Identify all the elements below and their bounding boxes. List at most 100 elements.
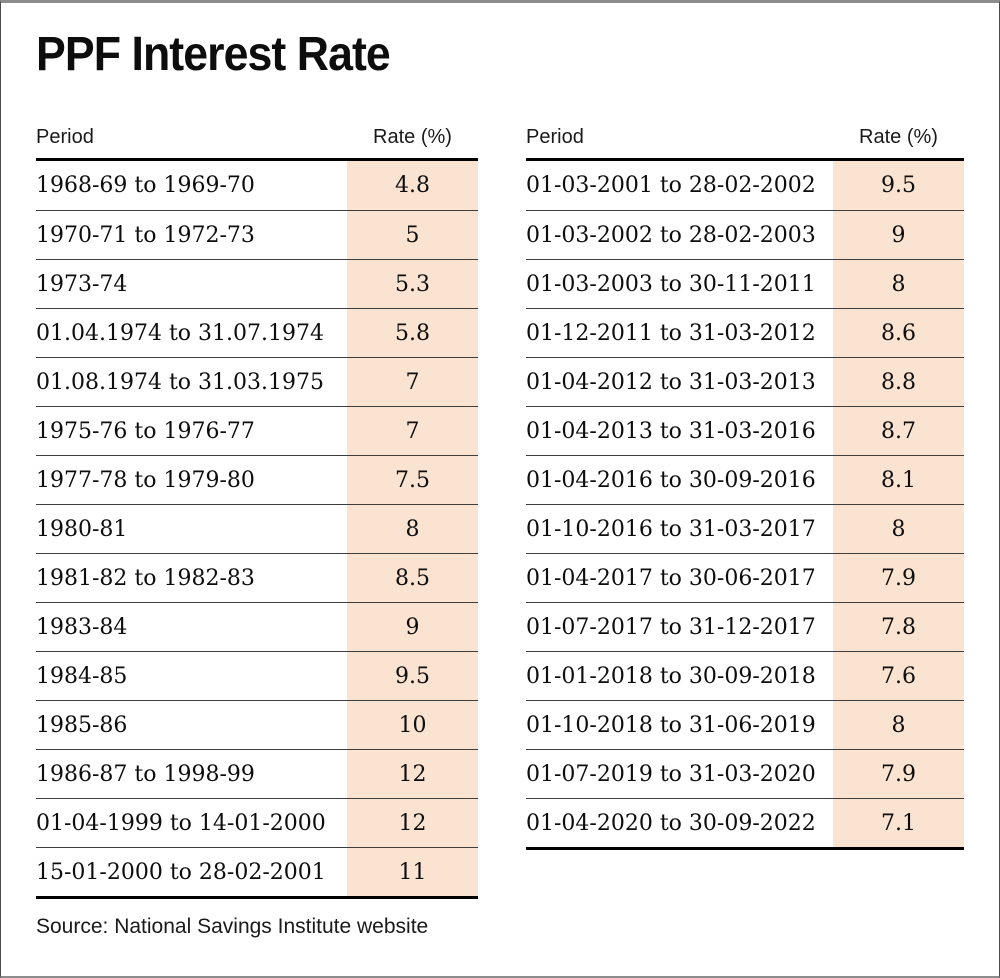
table-row: 01-04-1999 to 14-01-2000 12	[36, 798, 478, 847]
page-title: PPF Interest Rate	[36, 28, 391, 81]
table-row: 1983-84 9	[36, 602, 478, 651]
period-cell: 1985-86	[36, 712, 128, 738]
table-row: 1968-69 to 1969-70 4.8	[36, 161, 478, 210]
table-row: 01.04.1974 to 31.07.1974 5.8	[36, 308, 478, 357]
table-row: 1985-86 10	[36, 700, 478, 749]
period-cell: 01-03-2001 to 28-02-2002	[526, 173, 816, 198]
table-row: 01-04-2020 to 30-09-2022 7.1	[526, 798, 964, 847]
period-cell: 1968-69 to 1969-70	[36, 173, 255, 198]
table-row: 01-03-2003 to 30-11-2011 8	[526, 259, 964, 308]
period-cell: 01-04-2013 to 31-03-2016	[526, 418, 816, 444]
period-cell: 01-04-2020 to 30-09-2022	[526, 810, 816, 836]
rate-cell: 10	[347, 701, 478, 749]
table-row: 01-04-2017 to 30-06-2017 7.9	[526, 553, 964, 602]
period-cell: 01-04-2012 to 31-03-2013	[526, 369, 816, 395]
period-cell: 01-03-2003 to 30-11-2011	[526, 271, 816, 297]
source-note: Source: National Savings Institute websi…	[36, 915, 429, 938]
table-body: 01-03-2001 to 28-02-2002 9.5 01-03-2002 …	[526, 158, 964, 850]
period-cell: 01-04-2016 to 30-09-2016	[526, 467, 816, 493]
period-cell: 1975-76 to 1976-77	[36, 418, 255, 444]
column-header-rate: Rate (%)	[373, 126, 452, 148]
rate-cell: 8.6	[833, 309, 964, 357]
rate-cell: 7	[347, 358, 478, 406]
table-row: 01.08.1974 to 31.03.1975 7	[36, 357, 478, 406]
period-cell: 01-10-2018 to 31-06-2019	[526, 712, 816, 738]
rate-cell: 4.8	[347, 161, 478, 210]
rate-cell: 5.3	[347, 260, 478, 308]
period-cell: 01.08.1974 to 31.03.1975	[36, 369, 324, 395]
column-header-period: Period	[526, 126, 584, 148]
rate-cell: 7.1	[833, 799, 964, 847]
table-row: 1984-85 9.5	[36, 651, 478, 700]
period-cell: 1973-74	[36, 271, 128, 297]
rate-cell: 12	[347, 799, 478, 847]
rate-cell: 7.8	[833, 603, 964, 651]
table-row: 01-07-2017 to 31-12-2017 7.8	[526, 602, 964, 651]
rate-cell: 9	[833, 211, 964, 259]
ppf-table-left: Period Rate (%) 1968-69 to 1969-70 4.8 1…	[36, 121, 478, 899]
table-header-row: Period Rate (%)	[526, 121, 964, 158]
rate-cell: 7.6	[833, 652, 964, 700]
table-row: 1981-82 to 1982-83 8.5	[36, 553, 478, 602]
period-cell: 1986-87 to 1998-99	[36, 761, 255, 787]
period-cell: 01.04.1974 to 31.07.1974	[36, 320, 324, 346]
table-row: 1977-78 to 1979-80 7.5	[36, 455, 478, 504]
rate-cell: 8	[833, 260, 964, 308]
table-row: 15-01-2000 to 28-02-2001 11	[36, 847, 478, 896]
table-row: 01-01-2018 to 30-09-2018 7.6	[526, 651, 964, 700]
table-row: 1980-81 8	[36, 504, 478, 553]
table-header-row: Period Rate (%)	[36, 121, 478, 158]
period-cell: 1980-81	[36, 516, 128, 542]
table-row: 01-04-2012 to 31-03-2013 8.8	[526, 357, 964, 406]
period-cell: 1977-78 to 1979-80	[36, 467, 255, 493]
table-row: 01-12-2011 to 31-03-2012 8.6	[526, 308, 964, 357]
rate-cell: 5	[347, 211, 478, 259]
table-row: 01-07-2019 to 31-03-2020 7.9	[526, 749, 964, 798]
table-row: 01-04-2013 to 31-03-2016 8.7	[526, 406, 964, 455]
table-row: 1975-76 to 1976-77 7	[36, 406, 478, 455]
period-cell: 1983-84	[36, 614, 128, 640]
rate-cell: 11	[347, 848, 478, 896]
rate-cell: 7.9	[833, 554, 964, 602]
column-header-rate: Rate (%)	[859, 126, 938, 148]
period-cell: 01-04-1999 to 14-01-2000	[36, 810, 326, 836]
rate-cell: 8.1	[833, 456, 964, 504]
table-row: 1973-74 5.3	[36, 259, 478, 308]
rate-cell: 8.7	[833, 407, 964, 455]
table-row: 1970-71 to 1972-73 5	[36, 210, 478, 259]
rate-cell: 8	[833, 505, 964, 553]
rate-cell: 7.9	[833, 750, 964, 798]
table-row: 01-03-2001 to 28-02-2002 9.5	[526, 161, 964, 210]
rate-cell: 8	[347, 505, 478, 553]
column-header-period: Period	[36, 126, 94, 148]
rate-cell: 9	[347, 603, 478, 651]
rate-cell: 9.5	[347, 652, 478, 700]
table-row: 01-04-2016 to 30-09-2016 8.1	[526, 455, 964, 504]
period-cell: 1981-82 to 1982-83	[36, 565, 255, 591]
rate-cell: 8.5	[347, 554, 478, 602]
period-cell: 01-01-2018 to 30-09-2018	[526, 663, 816, 689]
rate-cell: 7.5	[347, 456, 478, 504]
period-cell: 01-10-2016 to 31-03-2017	[526, 516, 816, 542]
rate-cell: 7	[347, 407, 478, 455]
table-row: 01-10-2018 to 31-06-2019 8	[526, 700, 964, 749]
table-row: 1986-87 to 1998-99 12	[36, 749, 478, 798]
period-cell: 01-03-2002 to 28-02-2003	[526, 222, 816, 248]
rate-cell: 8.8	[833, 358, 964, 406]
table-row: 01-03-2002 to 28-02-2003 9	[526, 210, 964, 259]
period-cell: 1984-85	[36, 663, 128, 689]
ppf-table-right: Period Rate (%) 01-03-2001 to 28-02-2002…	[526, 121, 964, 850]
rate-cell: 9.5	[833, 161, 964, 210]
rate-cell: 8	[833, 701, 964, 749]
table-body: 1968-69 to 1969-70 4.8 1970-71 to 1972-7…	[36, 158, 478, 899]
rate-cell: 12	[347, 750, 478, 798]
period-cell: 01-07-2019 to 31-03-2020	[526, 761, 816, 787]
period-cell: 01-12-2011 to 31-03-2012	[526, 320, 816, 346]
period-cell: 1970-71 to 1972-73	[36, 222, 255, 248]
table-row: 01-10-2016 to 31-03-2017 8	[526, 504, 964, 553]
period-cell: 15-01-2000 to 28-02-2001	[36, 859, 326, 885]
period-cell: 01-04-2017 to 30-06-2017	[526, 565, 816, 591]
period-cell: 01-07-2017 to 31-12-2017	[526, 614, 816, 640]
rate-cell: 5.8	[347, 309, 478, 357]
